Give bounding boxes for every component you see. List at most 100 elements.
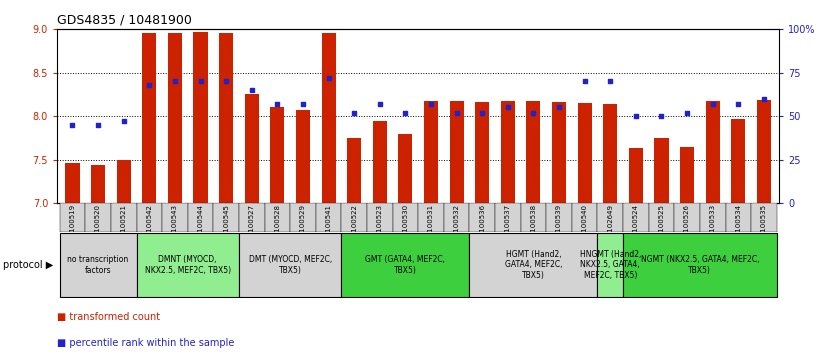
Text: GSM1100543: GSM1100543 [172, 204, 178, 251]
Text: GSM1100534: GSM1100534 [735, 204, 741, 251]
Bar [245, 94, 259, 203]
Text: GSM1100526: GSM1100526 [684, 204, 690, 251]
Bar [546, 203, 572, 232]
Text: GSM1100536: GSM1100536 [479, 204, 486, 251]
Bar [219, 33, 233, 203]
Bar [501, 101, 515, 203]
Bar [142, 33, 157, 203]
Bar [392, 203, 418, 232]
Point [322, 75, 335, 81]
Bar [475, 102, 490, 203]
Point [66, 122, 79, 128]
Bar [597, 203, 623, 232]
Bar [654, 138, 668, 203]
Bar [521, 203, 546, 232]
Point [168, 78, 181, 84]
Text: no transcription
factors: no transcription factors [68, 255, 129, 275]
Text: HNGMT (Hand2,
NKX2.5, GATA4,
MEF2C, TBX5): HNGMT (Hand2, NKX2.5, GATA4, MEF2C, TBX5… [579, 250, 641, 280]
Point [552, 105, 565, 110]
Text: GSM1100532: GSM1100532 [454, 204, 459, 251]
Bar [111, 203, 136, 232]
Bar [469, 203, 495, 232]
Point [348, 110, 361, 115]
Text: GSM1100533: GSM1100533 [710, 204, 716, 251]
Text: GMT (GATA4, MEF2C,
TBX5): GMT (GATA4, MEF2C, TBX5) [366, 255, 446, 275]
Point [246, 87, 259, 93]
Bar [290, 203, 316, 232]
Bar [341, 203, 367, 232]
Bar [239, 203, 264, 232]
Bar [168, 33, 182, 203]
Text: GSM1100538: GSM1100538 [530, 204, 536, 251]
Text: GSM1100537: GSM1100537 [505, 204, 511, 251]
Bar [418, 203, 444, 232]
Bar [603, 104, 618, 203]
Bar [444, 203, 469, 232]
Text: GSM1100525: GSM1100525 [659, 204, 664, 251]
Bar [270, 107, 285, 203]
Bar [623, 203, 649, 232]
Point [578, 78, 591, 84]
Text: GSM1100521: GSM1100521 [121, 204, 126, 251]
Bar [367, 203, 392, 232]
Bar [347, 138, 361, 203]
Bar [188, 203, 213, 232]
Bar [117, 160, 131, 203]
Bar [398, 134, 412, 203]
Point [681, 110, 694, 115]
Text: GSM1100530: GSM1100530 [402, 204, 408, 251]
Bar [193, 32, 207, 203]
Bar [751, 203, 777, 232]
Bar [213, 203, 239, 232]
Point [706, 101, 719, 107]
Bar [239, 233, 341, 297]
Point [604, 78, 617, 84]
Text: DMNT (MYOCD,
NKX2.5, MEF2C, TBX5): DMNT (MYOCD, NKX2.5, MEF2C, TBX5) [144, 255, 231, 275]
Bar [674, 203, 700, 232]
Point [501, 105, 514, 110]
Bar [725, 203, 751, 232]
Text: GSM1100520: GSM1100520 [95, 204, 101, 251]
Text: GSM1102649: GSM1102649 [607, 204, 614, 251]
Bar [526, 101, 540, 203]
Point [450, 110, 463, 115]
Bar [706, 101, 720, 203]
Point [527, 110, 540, 115]
Bar [373, 121, 387, 203]
Text: DMT (MYOCD, MEF2C,
TBX5): DMT (MYOCD, MEF2C, TBX5) [249, 255, 332, 275]
Point [220, 78, 233, 84]
Point [91, 122, 104, 128]
Bar [572, 203, 597, 232]
Bar [296, 110, 310, 203]
Text: GSM1100528: GSM1100528 [274, 204, 281, 251]
Bar [322, 33, 335, 203]
Text: HGMT (Hand2,
GATA4, MEF2C,
TBX5): HGMT (Hand2, GATA4, MEF2C, TBX5) [504, 250, 562, 280]
Text: GSM1100522: GSM1100522 [351, 204, 357, 251]
Text: GSM1100531: GSM1100531 [428, 204, 434, 251]
Bar [60, 203, 86, 232]
Bar [424, 101, 438, 203]
Bar [469, 233, 597, 297]
Text: GSM1100539: GSM1100539 [556, 204, 562, 251]
Point [271, 101, 284, 107]
Text: ■ transformed count: ■ transformed count [57, 312, 160, 322]
Bar [136, 203, 162, 232]
Point [194, 78, 207, 84]
Bar [65, 163, 79, 203]
Point [757, 96, 770, 102]
Bar [649, 203, 674, 232]
Bar [162, 203, 188, 232]
Text: ■ percentile rank within the sample: ■ percentile rank within the sample [57, 338, 234, 348]
Bar [731, 119, 745, 203]
Text: GSM1100524: GSM1100524 [633, 204, 639, 251]
Bar [597, 233, 623, 297]
Text: GSM1100545: GSM1100545 [223, 204, 229, 251]
Point [399, 110, 412, 115]
Text: GSM1100544: GSM1100544 [197, 204, 203, 251]
Text: GSM1100519: GSM1100519 [69, 204, 76, 251]
Text: GSM1100542: GSM1100542 [146, 204, 153, 251]
Bar [680, 147, 694, 203]
Point [732, 101, 745, 107]
Bar [623, 233, 777, 297]
Point [143, 82, 156, 88]
